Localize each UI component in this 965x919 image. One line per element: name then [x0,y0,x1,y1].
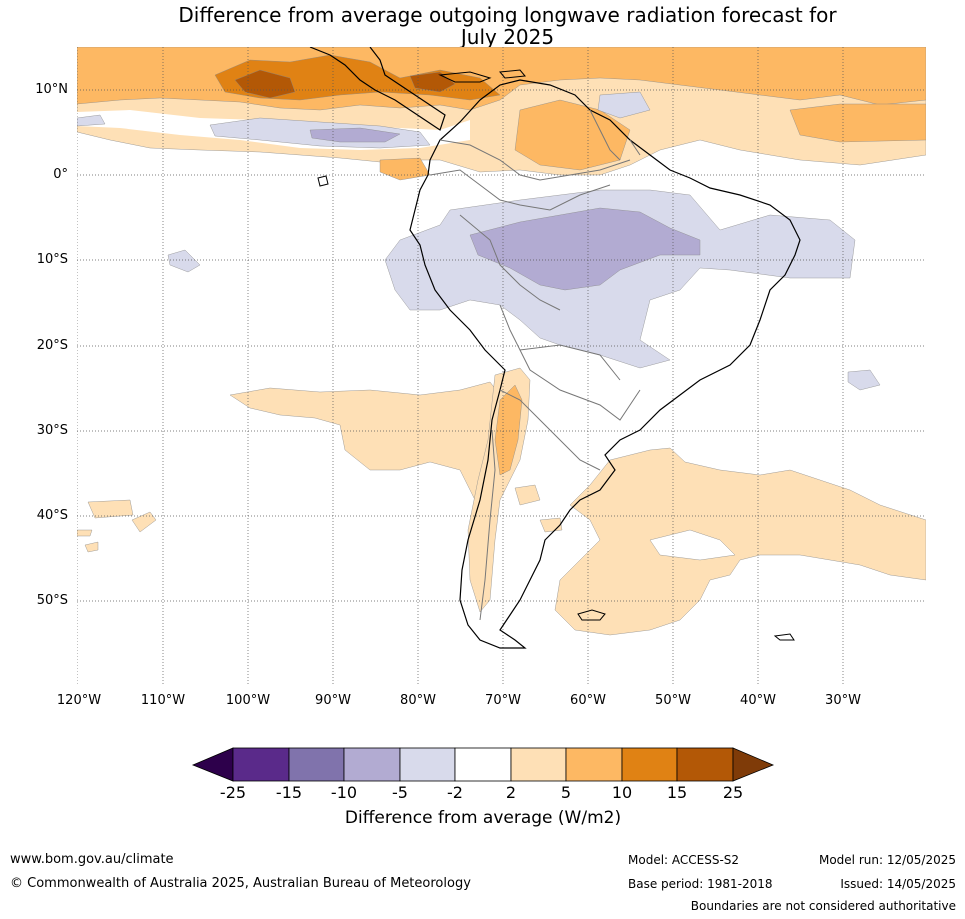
title-line-1: Difference from average outgoing longwav… [178,3,837,27]
lon-label-40w: 40°W [740,693,776,708]
lat-label-10n: 10°N [35,82,68,97]
colorbar-segment [454,747,512,782]
colorbar-segment [676,747,734,782]
colorbar-tick: 15 [666,783,688,802]
footer-copyright: © Commonwealth of Australia 2025, Austra… [10,876,471,891]
colorbar-title: Difference from average (W/m2) [344,808,622,828]
colorbar-tick: 10 [611,783,633,802]
colorbar-tick: 25 [722,783,744,802]
country-borders [429,109,641,621]
lon-label-110w: 110°W [140,693,186,708]
lat-label-0: 0° [53,167,68,182]
footer-issued: Issued: 14/05/2025 [840,877,956,891]
colorbar-segment [232,747,290,782]
lat-label-50s: 50°S [36,593,68,608]
colorbar-tick: -10 [330,783,358,802]
footer-model: Model: ACCESS-S2 [628,853,740,867]
chart-title: Difference from average outgoing longwav… [60,4,955,48]
colorbar-tick: -25 [219,783,247,802]
lon-label-30w: 30°W [825,693,861,708]
lat-label-30s: 30°S [36,423,68,438]
south-america-coastline [409,79,801,649]
anomaly-region-south-atlantic [554,447,926,636]
lon-label-90w: 90°W [315,693,351,708]
colorbar-tick: 5 [560,783,572,802]
central-america-coastline [309,47,446,131]
colorbar-tick: 2 [505,783,517,802]
colorbar-segment [510,747,567,782]
colorbar-segment [565,747,623,782]
colorbar-segment [621,747,678,782]
footer-url[interactable]: www.bom.gov.au/climate [10,852,174,867]
colorbar-tick: -2 [447,783,463,802]
title-line-2: July 2025 [460,25,555,49]
colorbar-segment [399,747,456,782]
footer-model-run: Model run: 12/05/2025 [818,853,956,867]
lat-label-40s: 40°S [36,508,68,523]
lon-label-70w: 70°W [485,693,521,708]
anomaly-region-amazon-core [469,207,701,291]
footer-base-period: Base period: 1981-2018 [628,877,773,891]
lon-label-60w: 60°W [570,693,606,708]
footer-disclaimer: Boundaries are not considered authoritat… [690,899,956,913]
lon-label-80w: 80°W [400,693,436,708]
graticule [77,47,926,685]
colorbar-extend-high [732,747,775,782]
lat-label-10s: 10°S [36,252,68,267]
colorbar-segment [288,747,345,782]
lon-label-100w: 100°W [225,693,271,708]
colorbar-tick: -15 [275,783,303,802]
colorbar-tick: -5 [392,783,408,802]
lon-label-50w: 50°W [655,693,691,708]
lon-label-120w: 120°W [56,693,102,708]
colorbar-segment [343,747,401,782]
colorbar-extend-low [191,747,234,782]
lat-label-20s: 20°S [36,338,68,353]
